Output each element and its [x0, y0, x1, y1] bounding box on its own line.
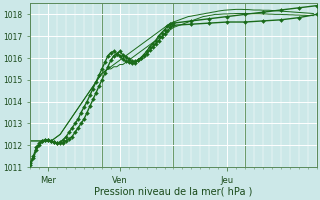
X-axis label: Pression niveau de la mer( hPa ): Pression niveau de la mer( hPa ) [94, 187, 252, 197]
